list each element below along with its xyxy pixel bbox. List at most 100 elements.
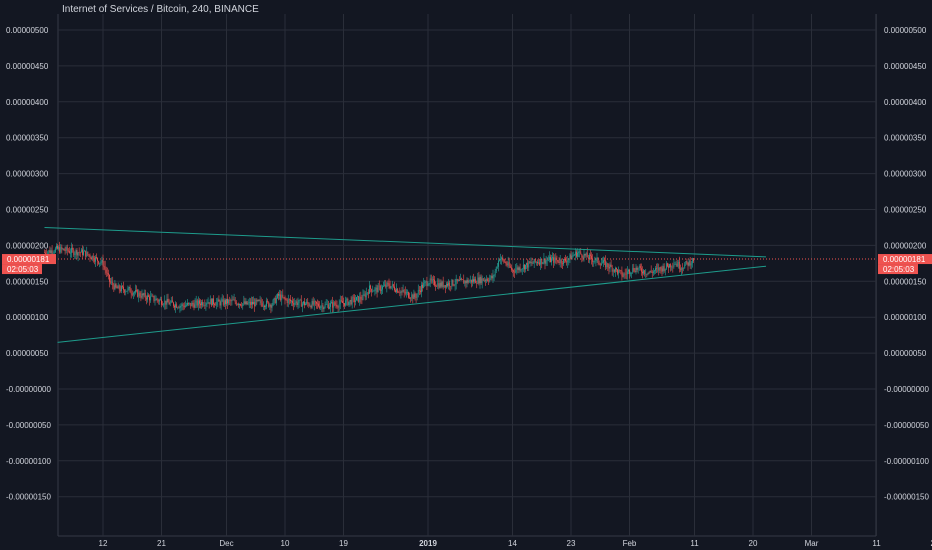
candle-body — [566, 261, 568, 263]
candle-body — [656, 268, 657, 269]
candle-body — [425, 281, 427, 283]
candle-body — [241, 305, 243, 307]
candle-body — [457, 279, 459, 281]
candle-body — [225, 300, 226, 305]
candle-body — [110, 281, 111, 283]
candle-body — [662, 266, 664, 272]
candle-body — [431, 279, 433, 281]
candle-body — [83, 251, 84, 255]
candle-body — [103, 266, 105, 267]
x-tick-label: 11 — [872, 539, 881, 548]
candle-body — [75, 250, 77, 254]
candle-body — [630, 273, 631, 275]
candle-body — [229, 300, 231, 301]
candle-body — [335, 304, 337, 306]
candle-body — [352, 297, 354, 298]
candle-body — [563, 259, 564, 265]
price-tag-left — [2, 254, 56, 265]
candle-body — [504, 262, 506, 263]
candle-body — [238, 304, 239, 305]
candle-body — [641, 268, 642, 272]
y-tick-label-left: 0.00000050 — [6, 349, 49, 358]
countdown-value-right: 02:05:03 — [883, 265, 915, 274]
candle-body — [468, 281, 470, 283]
candle-body — [440, 282, 442, 287]
candle-body — [582, 257, 584, 259]
candle-body — [119, 289, 121, 291]
candle-body — [383, 285, 384, 287]
candle-body — [129, 287, 131, 293]
candle-body — [638, 265, 640, 268]
candle-body — [223, 300, 225, 305]
candle-body — [178, 307, 180, 309]
candle-body — [135, 290, 136, 293]
price-tag-right — [878, 254, 932, 265]
candle-body — [87, 251, 89, 255]
trendlines[interactable] — [44, 226, 767, 343]
candle-body — [391, 284, 393, 287]
candle-body — [169, 302, 171, 305]
candle-body — [626, 271, 628, 275]
candle-body — [526, 262, 527, 265]
candle-body — [594, 260, 596, 262]
candle-body — [456, 278, 458, 281]
candle-body — [606, 263, 608, 268]
candle-body — [538, 262, 539, 264]
candle-body — [533, 259, 535, 264]
candle-body — [106, 272, 108, 274]
candle-body — [118, 285, 120, 290]
candle-body — [200, 303, 201, 306]
candle-body — [611, 266, 613, 272]
candle-body — [436, 286, 438, 287]
candle-body — [617, 269, 618, 274]
candle-body — [583, 253, 585, 259]
candle-body — [174, 305, 175, 308]
candle-body — [221, 299, 223, 301]
candle-body — [127, 288, 129, 291]
candle-body — [88, 254, 90, 256]
candle-body — [49, 250, 51, 253]
candle-body — [44, 252, 45, 254]
candle-body — [168, 302, 170, 305]
candle-body — [449, 282, 451, 287]
candle-body — [348, 301, 350, 305]
candle-body — [140, 296, 142, 298]
candle-body — [512, 269, 513, 271]
candle-body — [677, 261, 679, 267]
candle-body — [488, 280, 490, 282]
candle-body — [330, 303, 331, 307]
candle-body — [71, 247, 72, 253]
trendline-upper[interactable] — [44, 226, 767, 258]
candle-body — [246, 301, 248, 305]
candle-body — [644, 270, 646, 274]
candle-body — [215, 304, 217, 306]
candle-body — [476, 283, 478, 284]
candle-body — [77, 252, 79, 256]
candle-body — [659, 267, 661, 271]
x-tick-label: 20 — [749, 539, 758, 548]
candle-body — [421, 284, 422, 293]
candle-body — [637, 267, 639, 270]
candle-body — [573, 255, 575, 256]
candle-body — [565, 259, 566, 262]
candle-body — [593, 261, 595, 262]
candle-body — [333, 302, 335, 308]
candle-body — [187, 302, 188, 306]
candle-body — [285, 299, 287, 300]
candle-body — [424, 281, 426, 284]
candle-body — [625, 273, 627, 275]
y-tick-label-left: 0.00000300 — [6, 170, 49, 179]
trendline-lower[interactable] — [57, 265, 767, 343]
candle-body — [91, 255, 93, 259]
candle-body — [148, 295, 149, 297]
candle-body — [64, 250, 66, 252]
candle-body — [567, 260, 569, 263]
candle-body — [98, 261, 100, 264]
x-tick-label: 12 — [99, 539, 108, 548]
candle-body — [451, 279, 453, 287]
candle-body — [576, 251, 577, 257]
candle-body — [620, 270, 622, 271]
candle-body — [195, 300, 197, 303]
